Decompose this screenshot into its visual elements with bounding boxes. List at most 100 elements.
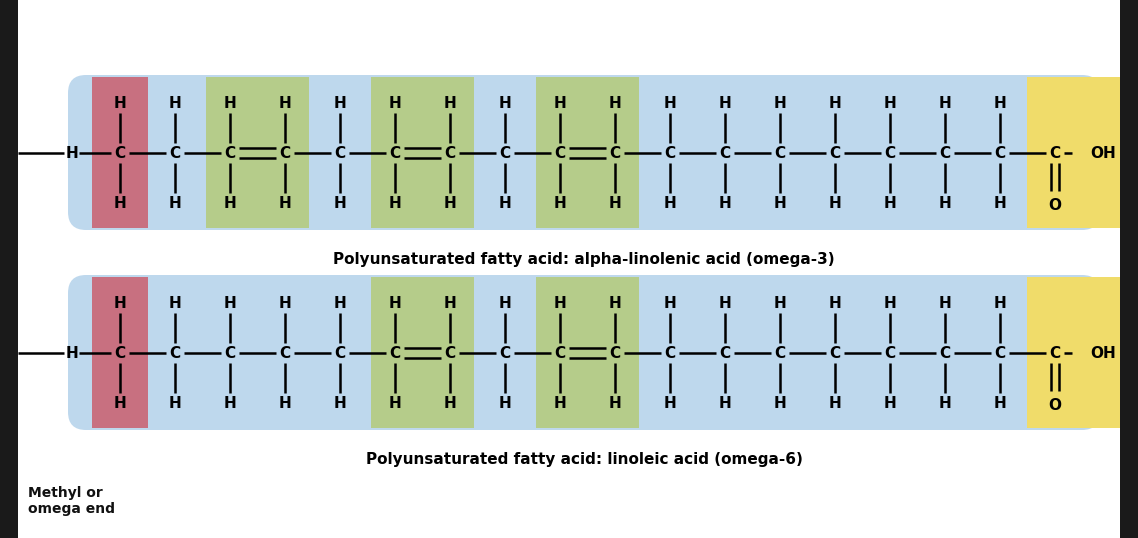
Text: H: H: [993, 395, 1006, 410]
Text: C: C: [170, 145, 181, 160]
Text: H: H: [224, 96, 237, 110]
Text: H: H: [498, 295, 511, 310]
Bar: [536, 77, 640, 228]
Text: H: H: [939, 96, 951, 110]
Text: H: H: [168, 96, 181, 110]
Text: C: C: [665, 145, 676, 160]
Text: H: H: [224, 395, 237, 410]
Text: H: H: [663, 295, 676, 310]
Text: H: H: [609, 195, 621, 210]
Bar: [206, 77, 310, 228]
Text: H: H: [444, 195, 456, 210]
Text: C: C: [884, 145, 896, 160]
Text: C: C: [500, 345, 511, 360]
Text: H: H: [114, 395, 126, 410]
Text: H: H: [279, 96, 291, 110]
Text: C: C: [940, 345, 950, 360]
Text: H: H: [168, 295, 181, 310]
Text: C: C: [719, 345, 731, 360]
Text: Polyunsaturated fatty acid: alpha-linolenic acid (omega-3): Polyunsaturated fatty acid: alpha-linole…: [333, 252, 835, 267]
Text: H: H: [939, 395, 951, 410]
Text: C: C: [830, 345, 841, 360]
Text: O: O: [1048, 398, 1062, 413]
Text: Methyl or
omega end: Methyl or omega end: [28, 486, 115, 516]
Text: H: H: [939, 195, 951, 210]
Text: H: H: [774, 96, 786, 110]
Text: H: H: [609, 96, 621, 110]
Text: H: H: [66, 145, 79, 160]
Bar: [92, 77, 148, 228]
Text: C: C: [445, 345, 455, 360]
Text: H: H: [279, 195, 291, 210]
Text: H: H: [718, 96, 732, 110]
Text: H: H: [609, 295, 621, 310]
Text: H: H: [883, 395, 897, 410]
Bar: [536, 277, 640, 428]
Text: H: H: [553, 395, 567, 410]
Bar: [1026, 77, 1128, 228]
Text: Polyunsaturated fatty acid: linoleic acid (omega-6): Polyunsaturated fatty acid: linoleic aci…: [365, 452, 802, 467]
Text: C: C: [115, 145, 125, 160]
Text: C: C: [995, 145, 1006, 160]
Text: C: C: [115, 345, 125, 360]
Text: H: H: [993, 96, 1006, 110]
Text: C: C: [445, 145, 455, 160]
Text: C: C: [1049, 345, 1061, 360]
Text: C: C: [554, 345, 566, 360]
Text: C: C: [170, 345, 181, 360]
Text: C: C: [665, 345, 676, 360]
Text: C: C: [280, 145, 290, 160]
Text: H: H: [828, 395, 841, 410]
Text: OH: OH: [1090, 345, 1115, 360]
Text: H: H: [498, 195, 511, 210]
Text: C: C: [830, 145, 841, 160]
Text: C: C: [224, 145, 236, 160]
Text: C: C: [719, 145, 731, 160]
Text: H: H: [224, 295, 237, 310]
Text: C: C: [280, 345, 290, 360]
Text: C: C: [389, 345, 401, 360]
Text: C: C: [1049, 145, 1061, 160]
Text: H: H: [224, 195, 237, 210]
Text: H: H: [718, 195, 732, 210]
Text: H: H: [388, 96, 402, 110]
Text: H: H: [553, 96, 567, 110]
Bar: [0, 0, 18, 538]
Text: C: C: [610, 345, 620, 360]
Text: C: C: [610, 145, 620, 160]
Text: H: H: [609, 395, 621, 410]
Text: H: H: [774, 195, 786, 210]
Text: C: C: [335, 345, 346, 360]
Text: H: H: [444, 96, 456, 110]
Text: H: H: [444, 295, 456, 310]
Text: C: C: [554, 145, 566, 160]
Text: H: H: [663, 96, 676, 110]
Bar: [371, 277, 475, 428]
Text: H: H: [66, 345, 79, 360]
Text: H: H: [663, 395, 676, 410]
FancyBboxPatch shape: [68, 275, 1100, 430]
Text: H: H: [718, 295, 732, 310]
Text: H: H: [718, 395, 732, 410]
Text: H: H: [939, 295, 951, 310]
Text: H: H: [883, 96, 897, 110]
Text: H: H: [388, 295, 402, 310]
Text: H: H: [828, 96, 841, 110]
Bar: [371, 77, 475, 228]
Text: H: H: [498, 395, 511, 410]
FancyBboxPatch shape: [68, 75, 1100, 230]
Text: C: C: [775, 345, 785, 360]
Text: C: C: [335, 145, 346, 160]
Text: H: H: [114, 295, 126, 310]
Text: H: H: [828, 295, 841, 310]
Text: H: H: [333, 395, 346, 410]
Text: H: H: [333, 295, 346, 310]
Text: H: H: [114, 195, 126, 210]
Bar: [1026, 277, 1128, 428]
Text: C: C: [389, 145, 401, 160]
Text: C: C: [775, 145, 785, 160]
Text: H: H: [333, 195, 346, 210]
Text: H: H: [168, 395, 181, 410]
Text: C: C: [995, 345, 1006, 360]
Text: C: C: [224, 345, 236, 360]
